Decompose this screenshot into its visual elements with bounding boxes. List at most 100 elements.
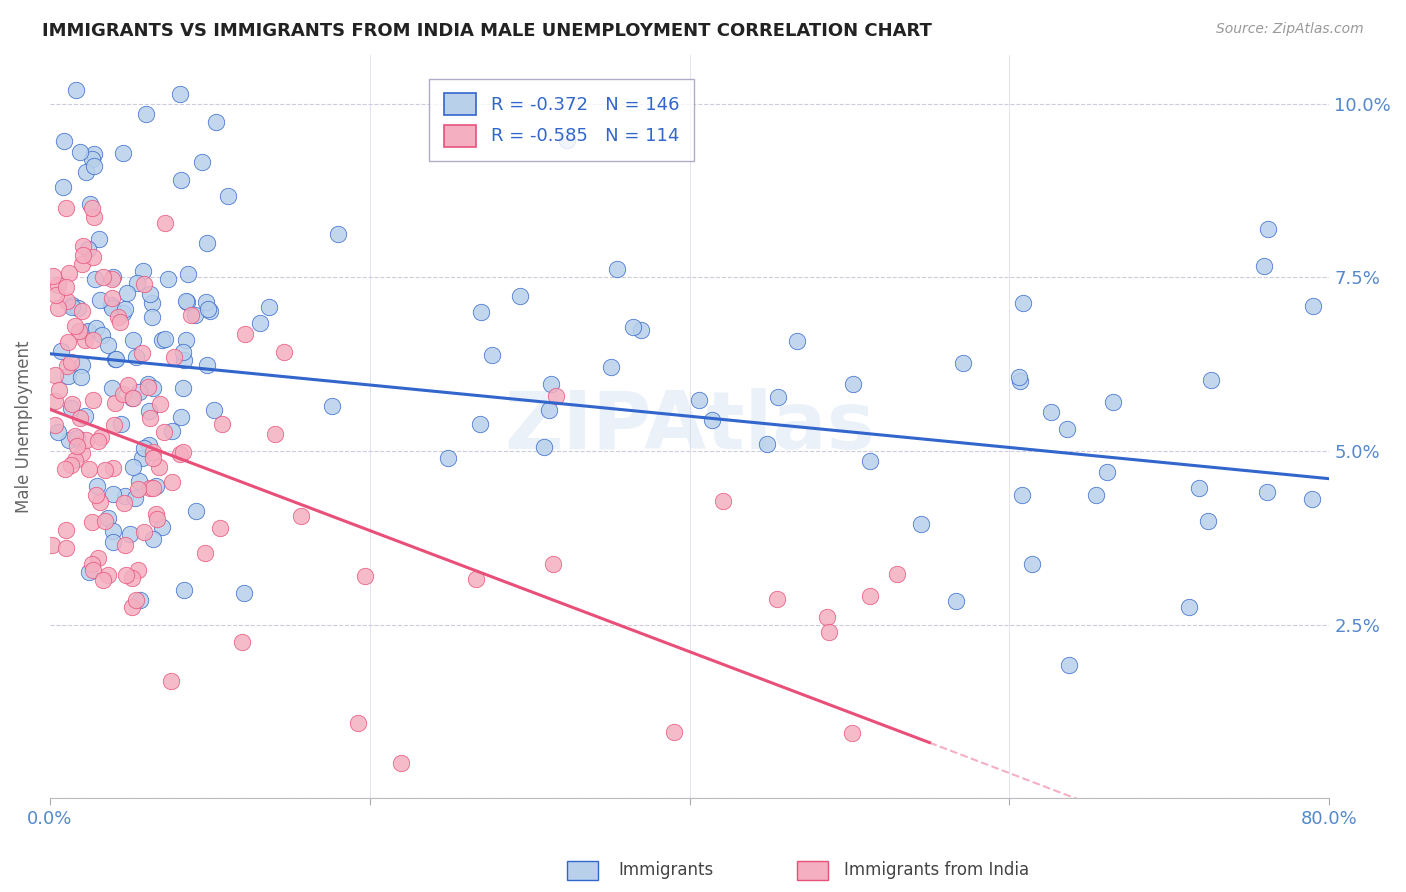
Point <box>49 344 72 359</box>
Point <box>55 280 77 294</box>
Point <box>115 568 138 582</box>
Point <box>101 534 124 549</box>
Point <box>768 390 790 404</box>
Point <box>1021 558 1043 572</box>
Point <box>195 236 218 251</box>
Point <box>62 397 84 411</box>
Point <box>122 460 145 475</box>
Point <box>91 573 114 587</box>
Point <box>112 306 135 320</box>
Point <box>194 295 217 310</box>
Point <box>546 388 568 402</box>
Text: ZIPAtlas: ZIPAtlas <box>505 388 875 466</box>
Text: IMMIGRANTS VS IMMIGRANTS FROM INDIA MALE UNEMPLOYMENT CORRELATION CHART: IMMIGRANTS VS IMMIGRANTS FROM INDIA MALE… <box>42 22 932 40</box>
Point <box>104 351 127 366</box>
Point <box>290 509 312 524</box>
Point <box>468 417 491 432</box>
Point <box>77 566 100 580</box>
Point <box>97 567 120 582</box>
Point <box>1095 465 1118 479</box>
Point <box>80 153 103 167</box>
Point <box>211 417 233 431</box>
Point <box>103 269 125 284</box>
Point <box>176 294 198 309</box>
Point <box>69 410 91 425</box>
Point <box>127 482 149 496</box>
Point <box>105 352 128 367</box>
Point <box>60 355 83 369</box>
Point <box>208 521 231 535</box>
Point <box>86 320 108 334</box>
Point <box>176 267 198 281</box>
Point <box>79 196 101 211</box>
Point <box>73 409 96 423</box>
Point <box>815 610 838 624</box>
Point <box>153 332 176 346</box>
Point <box>859 589 882 603</box>
Point <box>1059 657 1081 672</box>
Text: Source: ZipAtlas.com: Source: ZipAtlas.com <box>1216 22 1364 37</box>
Point <box>58 266 80 280</box>
Point <box>184 504 207 518</box>
Point <box>121 570 143 584</box>
Point <box>94 515 117 529</box>
Point <box>67 324 90 338</box>
Point <box>139 411 162 425</box>
Point <box>121 600 143 615</box>
Point <box>217 189 239 203</box>
Point <box>120 527 142 541</box>
Point <box>69 370 91 384</box>
Point <box>146 512 169 526</box>
Point <box>55 541 77 555</box>
Point <box>125 350 148 364</box>
Point <box>1178 600 1201 615</box>
Point <box>86 479 108 493</box>
Point <box>142 533 165 547</box>
Point <box>89 495 111 509</box>
Point <box>138 481 160 495</box>
Point <box>55 201 77 215</box>
Point <box>1256 485 1278 500</box>
Point <box>87 232 110 246</box>
Point <box>389 756 412 771</box>
Point <box>353 569 375 583</box>
Point <box>145 507 167 521</box>
Point <box>58 434 80 448</box>
Point <box>44 368 66 382</box>
Point <box>66 431 89 445</box>
Point <box>111 386 134 401</box>
Point <box>150 334 173 348</box>
Point <box>174 293 197 308</box>
Point <box>96 511 118 525</box>
Point <box>184 309 207 323</box>
Point <box>101 487 124 501</box>
Point <box>52 180 75 194</box>
Point <box>600 359 623 374</box>
Point <box>46 278 69 293</box>
Point <box>149 397 172 411</box>
Point <box>112 496 135 510</box>
Point <box>264 427 287 442</box>
Point <box>56 293 79 308</box>
Point <box>84 271 107 285</box>
Point <box>83 159 105 173</box>
Point <box>42 268 65 283</box>
Point <box>69 145 91 160</box>
Point <box>114 538 136 552</box>
Legend: R = -0.372   N = 146, R = -0.585   N = 114: R = -0.372 N = 146, R = -0.585 N = 114 <box>429 79 693 161</box>
Point <box>259 301 281 315</box>
Point <box>470 305 492 319</box>
Point <box>66 439 89 453</box>
Point <box>80 515 103 529</box>
Point <box>1040 405 1063 419</box>
Point <box>70 358 93 372</box>
Point <box>128 385 150 400</box>
Point <box>145 479 167 493</box>
Point <box>191 154 214 169</box>
Point <box>766 592 789 607</box>
Point <box>200 304 222 318</box>
Point <box>173 582 195 597</box>
Point <box>110 417 132 431</box>
Point <box>44 394 66 409</box>
Point <box>100 381 122 395</box>
